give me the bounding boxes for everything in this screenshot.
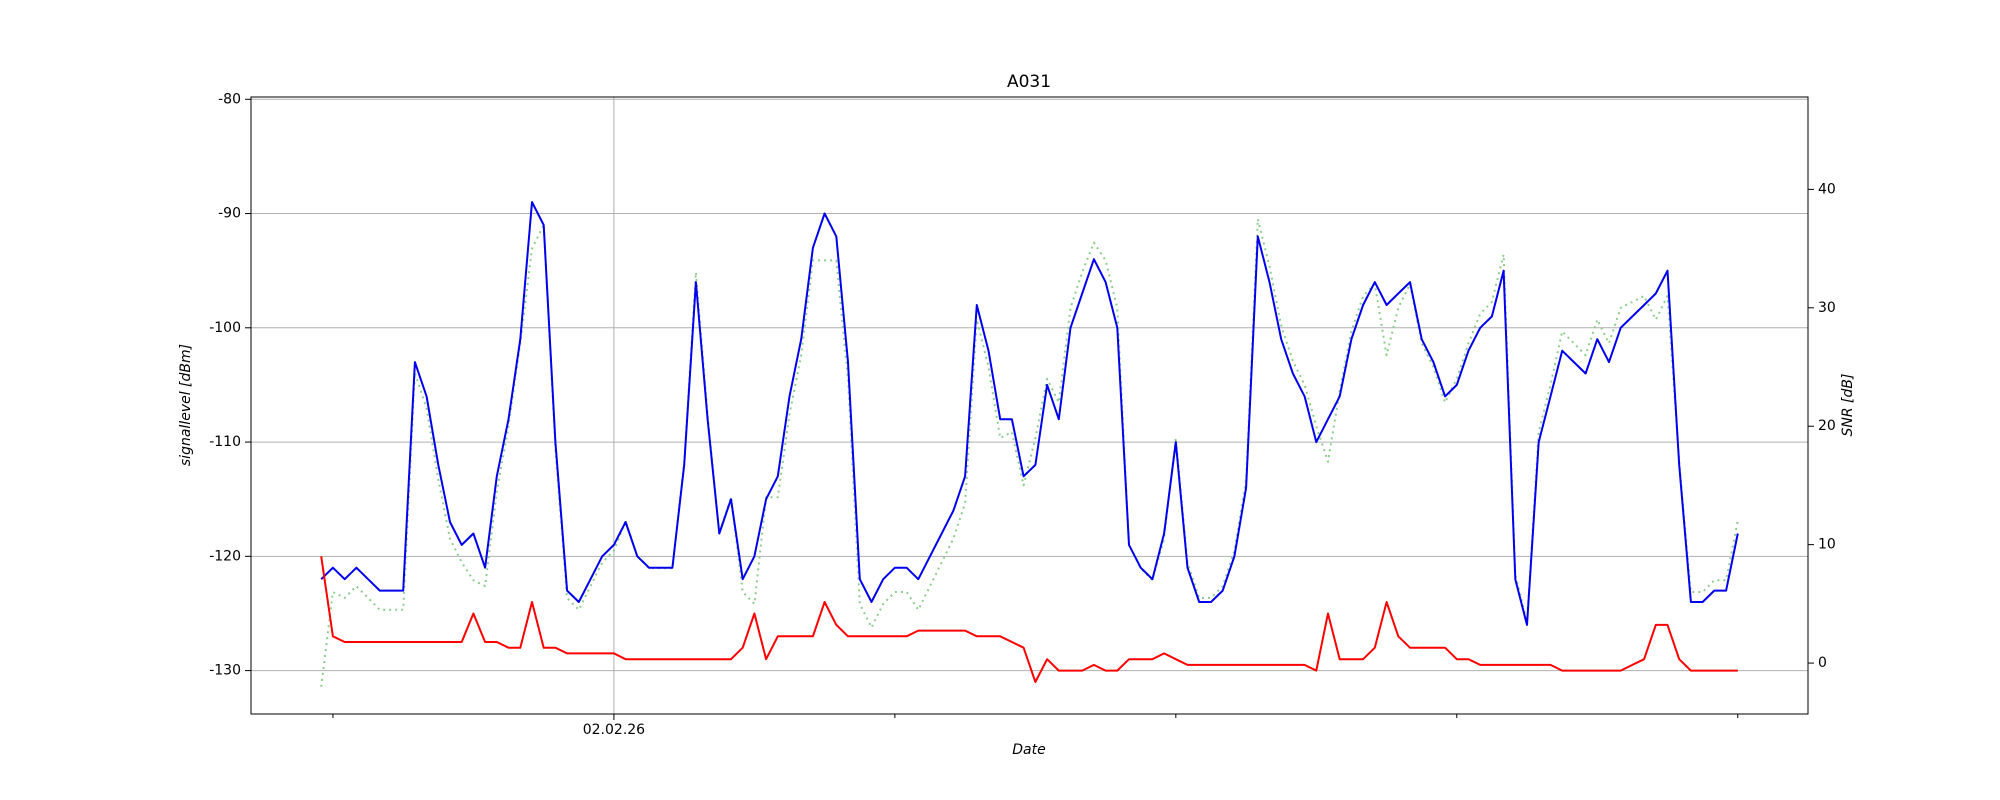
- plot-frame: [250, 96, 1809, 715]
- y-tick-label: -90: [218, 206, 241, 222]
- series-line: [320, 201, 1739, 626]
- y-tick-label: -110: [209, 434, 241, 450]
- x-tick-label: 02.02.26: [583, 722, 645, 738]
- y-axis-label: signallevel [dBm]: [178, 344, 194, 466]
- y-tick-label: -130: [209, 663, 241, 679]
- series-line: [320, 556, 1738, 683]
- y2-axis-label: SNR [dB]: [1840, 374, 1856, 437]
- y2-tick-label: 30: [1818, 300, 1836, 316]
- y2-tick-label: 0: [1818, 655, 1827, 671]
- x-axis-label: Date: [1012, 742, 1045, 758]
- y-tick-label: -100: [209, 320, 241, 336]
- y2-tick-label: 20: [1818, 418, 1836, 434]
- y-tick-label: -120: [209, 548, 241, 564]
- y2-tick-label: 40: [1818, 181, 1836, 197]
- y-tick-label: -80: [218, 91, 241, 107]
- chart-title: A031: [1007, 72, 1051, 92]
- y2-tick-label: 10: [1818, 537, 1836, 553]
